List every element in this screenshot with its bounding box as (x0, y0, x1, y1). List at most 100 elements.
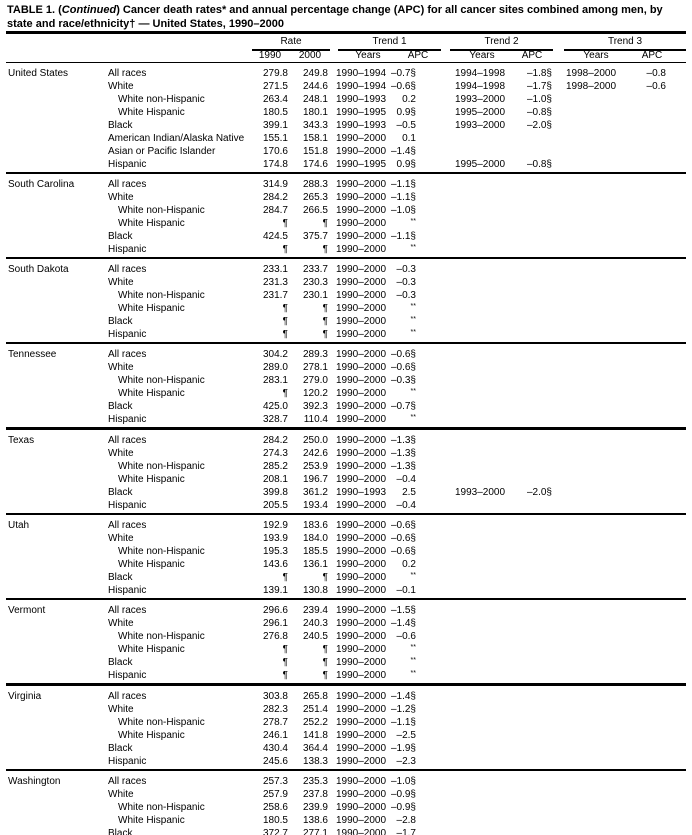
trend1-apc: –0.9§ (390, 789, 416, 800)
trend1-years: 1990–2000 (336, 644, 387, 655)
trend1-apc: –0.6§ (390, 533, 416, 544)
trend1-apc: –0.9§ (390, 802, 416, 813)
rate-1990: 399.8 (262, 487, 288, 498)
rate-1990: ¶ (282, 316, 288, 327)
race-label: Hispanic (108, 500, 147, 511)
trend1-years: 1990–2000 (336, 585, 387, 596)
rate-2000: 242.6 (302, 448, 328, 459)
rate-1990: ¶ (282, 244, 288, 255)
rate-2000: 138.3 (302, 756, 328, 767)
table-row: White Hispanic ¶ 120.2 1990–2000 ** (6, 387, 686, 400)
rate-2000: 136.1 (302, 559, 328, 570)
trend1-years: 1990–2000 (336, 349, 387, 360)
rate-1990: ¶ (282, 329, 288, 340)
table-row: Texas All races 284.2 250.0 1990–2000 –1.3§ (6, 434, 686, 447)
trend2-apc: –1.0§ (526, 94, 552, 105)
rate-2000: 240.5 (302, 631, 328, 642)
trend1-years: 1990–2000 (336, 192, 387, 203)
trend1-years: 1990–2000 (336, 316, 387, 327)
race-label: Black (108, 657, 133, 668)
race-label: Black (108, 743, 133, 754)
rate-2000: 240.3 (302, 618, 328, 629)
table-row: Hispanic ¶ ¶ 1990–2000 ** (6, 243, 686, 256)
table-row: Black 425.0 392.3 1990–2000 –0.7§ (6, 400, 686, 413)
race-label: White Hispanic (118, 388, 185, 399)
state-name: Utah (8, 520, 30, 531)
rate-2000: ¶ (322, 329, 328, 340)
rate-2000: 110.4 (303, 414, 328, 425)
rate-1990: 233.1 (262, 264, 288, 275)
header-trend1: Trend 1 (372, 36, 407, 47)
rate-1990: 245.6 (262, 756, 288, 767)
race-label: White non-Hispanic (118, 94, 205, 105)
header-rate: Rate (280, 36, 302, 47)
table-row: Black 424.5 375.7 1990–2000 –1.1§ (6, 230, 686, 243)
trend1-apc: –1.4§ (390, 618, 416, 629)
rate-1990: 303.8 (262, 691, 288, 702)
race-label: Hispanic (108, 244, 147, 255)
rate-1990: 372.7 (262, 828, 288, 835)
trend1-years: 1990–2000 (336, 730, 387, 741)
rate-1990: 258.6 (262, 802, 288, 813)
trend3-apc: –0.6 (646, 81, 666, 92)
race-label: White (108, 533, 134, 544)
rate-1990: 263.4 (262, 94, 288, 105)
rate-1990: 170.6 (262, 146, 288, 157)
trend1-years: 1990–2000 (336, 815, 387, 826)
race-label: White (108, 362, 134, 373)
trend1-years: 1990–2000 (336, 414, 387, 425)
race-label: Black (108, 572, 133, 583)
trend1-apc: 0.2 (402, 559, 416, 570)
trend1-apc: ** (410, 316, 416, 323)
rate-2000: 248.1 (302, 94, 328, 105)
table-row: White 284.2 265.3 1990–2000 –1.1§ (6, 191, 686, 204)
race-label: Asian or Pacific Islander (108, 146, 216, 157)
rate-2000: 239.9 (302, 802, 328, 813)
rate-1990: 304.2 (262, 349, 288, 360)
trend1-years: 1990–2000 (336, 618, 387, 629)
trend2-years: 1993–2000 (455, 487, 506, 498)
rate-1990: 180.5 (262, 815, 288, 826)
trend1-years: 1990–2000 (336, 375, 387, 386)
trend1-apc: –2.3 (396, 756, 416, 767)
table-row: Black ¶ ¶ 1990–2000 ** (6, 656, 686, 669)
rate-1990: ¶ (282, 670, 288, 681)
state-group: South Dakota All races 233.1 233.7 1990–2000… (6, 259, 686, 344)
trend1-years: 1990–1995 (336, 159, 387, 170)
race-label: Hispanic (108, 159, 147, 170)
rate-1990: 328.7 (262, 414, 288, 425)
rate-2000: 265.8 (302, 691, 328, 702)
state-name: Washington (8, 776, 61, 787)
state-name: South Carolina (8, 179, 75, 190)
table-row: White non-Hispanic 231.7 230.1 1990–2000 –0.… (6, 289, 686, 302)
rate-2000: ¶ (322, 303, 328, 314)
table-row: White Hispanic ¶ ¶ 1990–2000 ** (6, 302, 686, 315)
rate-1990: 278.7 (262, 717, 288, 728)
rate-2000: 151.8 (302, 146, 328, 157)
trend1-years: 1990–2000 (336, 231, 387, 242)
rate-2000: 277.1 (302, 828, 328, 835)
trend2-apc: –2.0§ (526, 487, 552, 498)
rate-1990: ¶ (282, 657, 288, 668)
rate-2000: 174.6 (302, 159, 328, 170)
rate-2000: 193.4 (302, 500, 328, 511)
table-row: Black 399.1 343.3 1990–1993 –0.5 1993–2000 –2.… (6, 119, 686, 132)
trend1-years: 1990–2000 (336, 362, 387, 373)
race-label: White non-Hispanic (118, 290, 205, 301)
trend1-years: 1990–2000 (336, 802, 387, 813)
rate-1990: 274.3 (262, 448, 288, 459)
race-label: White (108, 789, 134, 800)
rate-2000: 138.6 (302, 815, 328, 826)
rate-1990: ¶ (282, 218, 288, 229)
rate-1990: 283.1 (262, 375, 288, 386)
trend1-apc: 0.2 (402, 94, 416, 105)
rate-2000: 279.0 (302, 375, 328, 386)
trend1-apc: –1.3§ (390, 435, 416, 446)
race-label: All races (108, 349, 147, 360)
trend1-years: 1990–2000 (336, 264, 387, 275)
rate-1990: 231.3 (262, 277, 288, 288)
table-row: White Hispanic ¶ ¶ 1990–2000 ** (6, 643, 686, 656)
rate-1990: 424.5 (262, 231, 288, 242)
rate-1990: 314.9 (262, 179, 288, 190)
rate-2000: 375.7 (302, 231, 328, 242)
